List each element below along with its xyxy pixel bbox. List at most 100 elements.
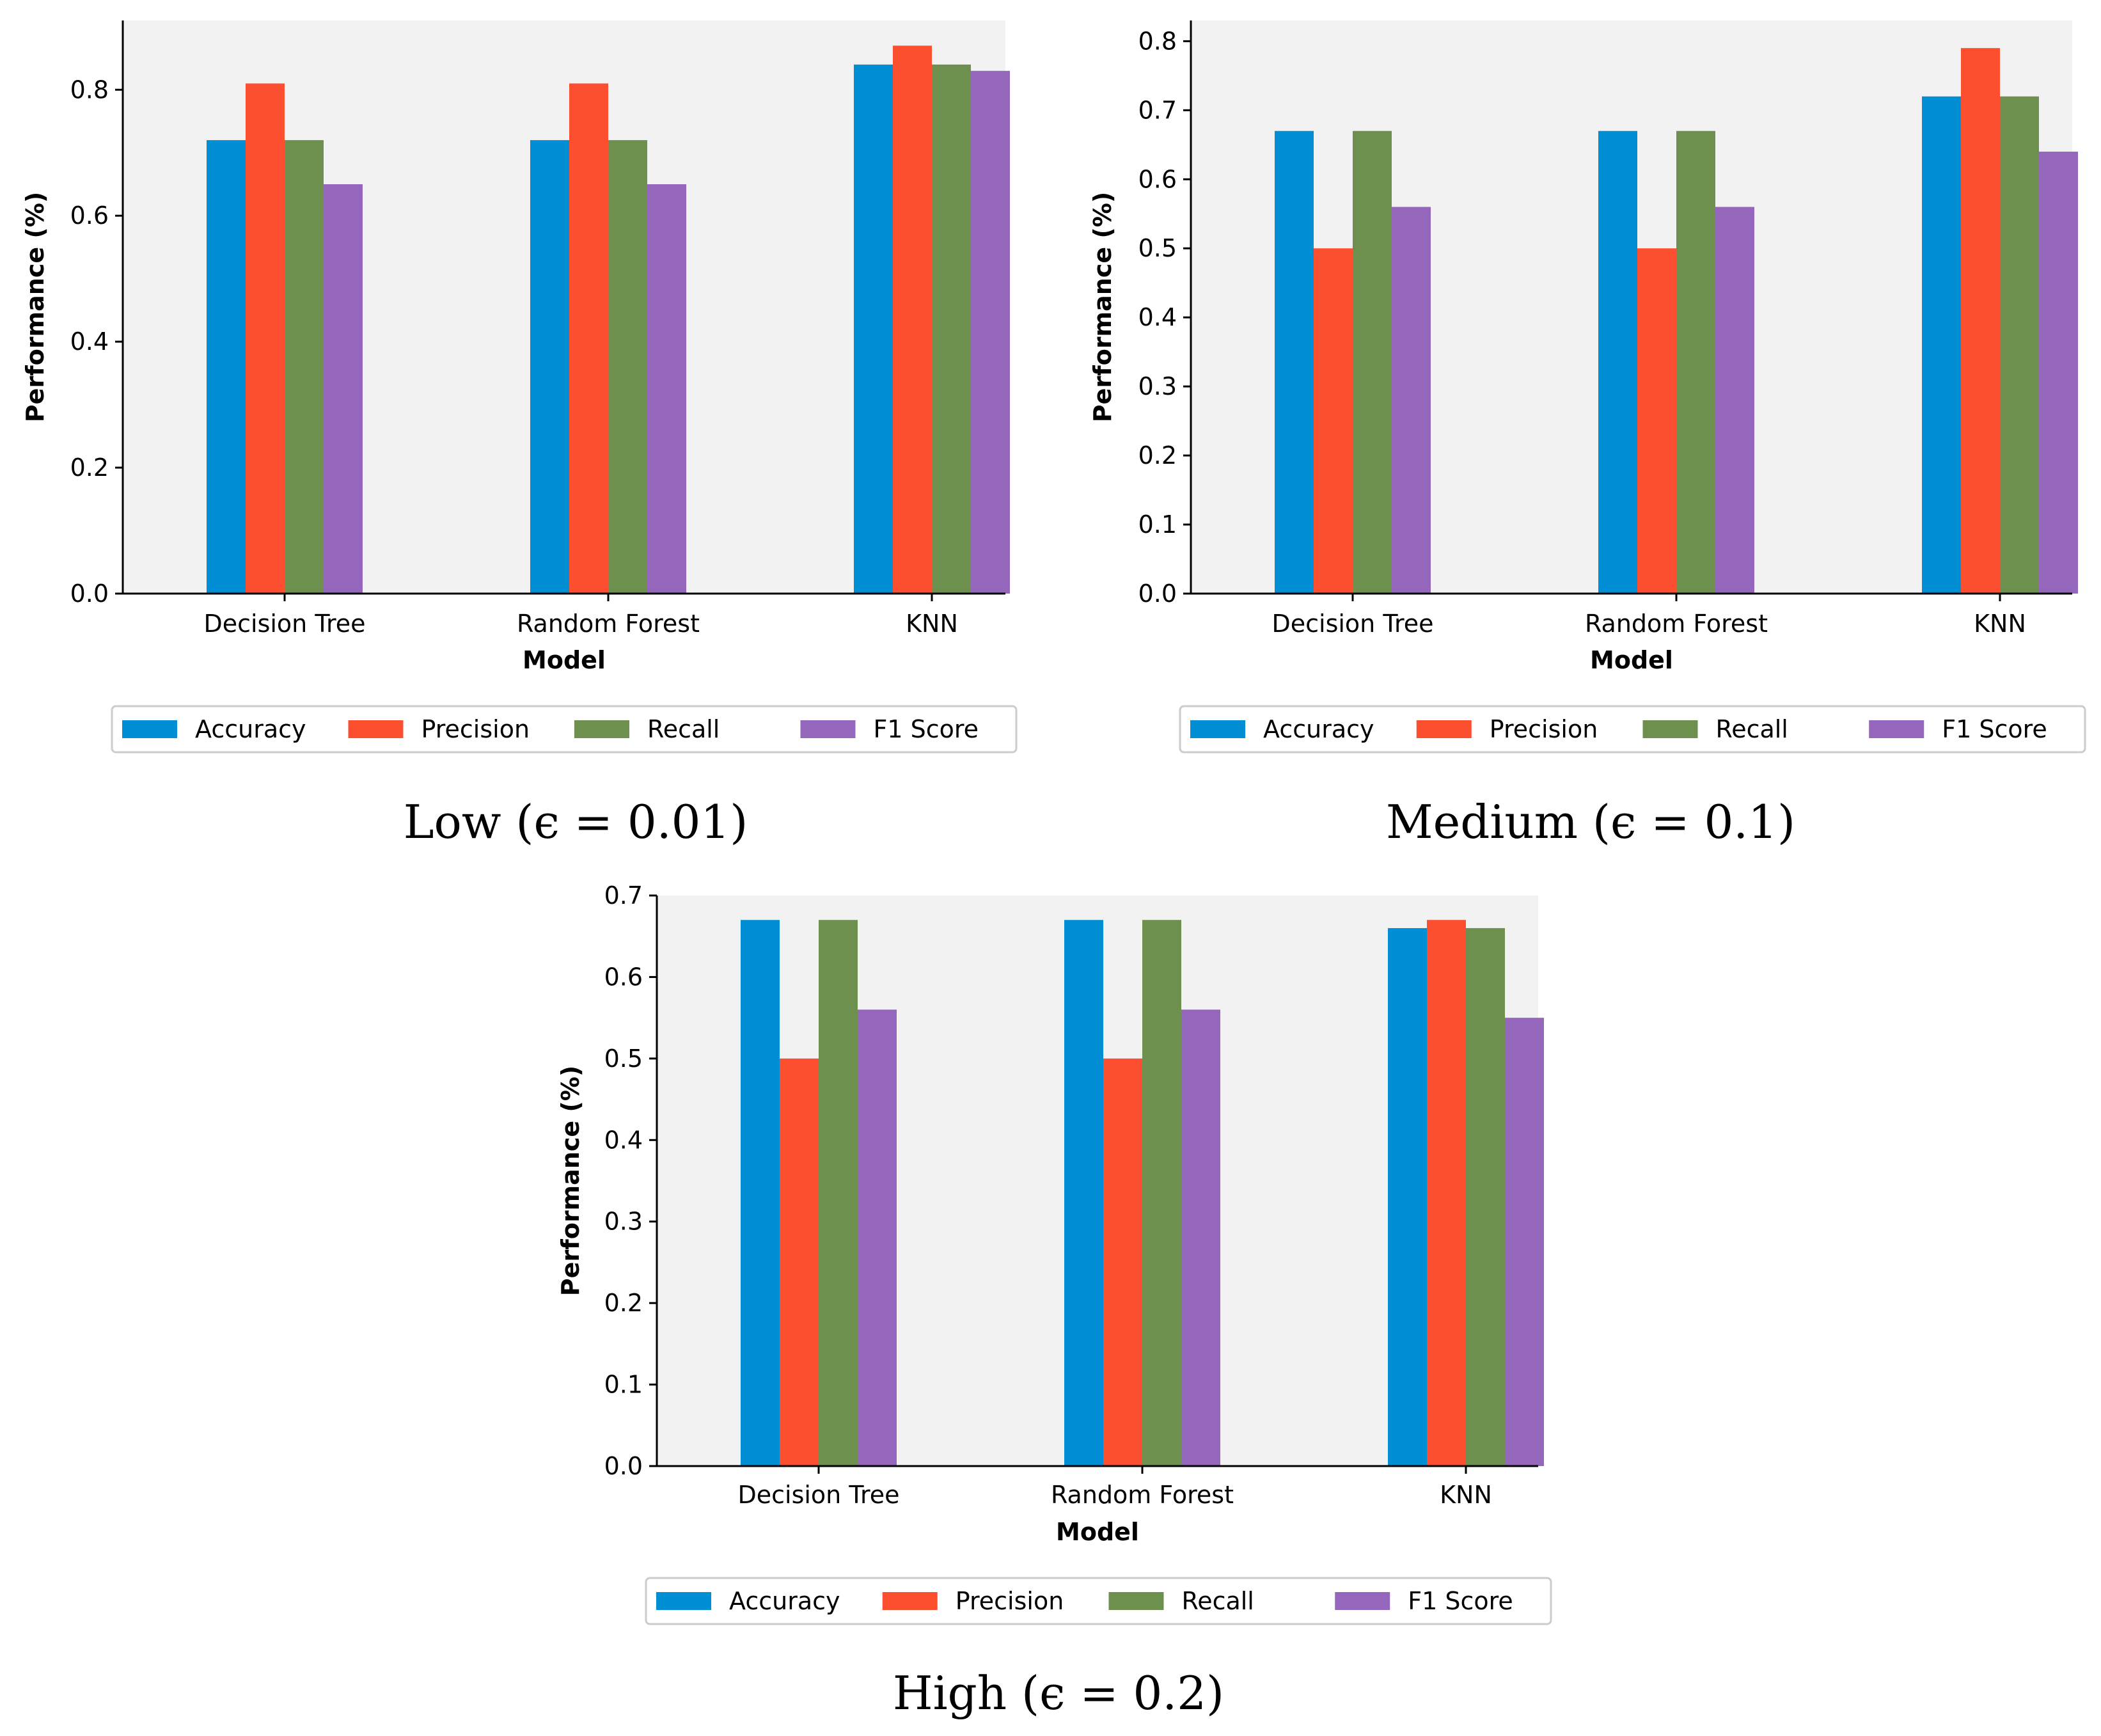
bar-recall-knn bbox=[2000, 96, 2039, 594]
bar-accuracy-decision-tree bbox=[1275, 130, 1314, 594]
legend-label: Precision bbox=[1490, 715, 1598, 743]
legend-label: F1 Score bbox=[1408, 1587, 1513, 1615]
legend-swatch bbox=[1108, 1592, 1164, 1610]
y-axis-label: Performance (%) bbox=[21, 192, 49, 422]
legend-label: Precision bbox=[421, 715, 530, 743]
y-tick-label: 0.6 bbox=[70, 201, 109, 230]
legend-swatch bbox=[656, 1592, 711, 1610]
legend-swatch bbox=[1416, 720, 1472, 738]
bar-f1-score-random-forest bbox=[647, 184, 686, 594]
bar-recall-decision-tree bbox=[819, 920, 858, 1466]
bar-precision-decision-tree bbox=[1314, 248, 1353, 594]
y-tick-label: 0.3 bbox=[1138, 372, 1177, 400]
y-tick-label: 0.8 bbox=[1138, 27, 1177, 55]
legend-box bbox=[645, 1577, 1552, 1625]
bar-precision-random-forest bbox=[569, 83, 608, 594]
y-tick-label: 0.3 bbox=[604, 1208, 643, 1236]
x-tick-label: KNN bbox=[906, 610, 958, 638]
bar-recall-decision-tree bbox=[1353, 130, 1392, 594]
bar-accuracy-knn bbox=[1922, 96, 1961, 594]
bar-recall-decision-tree bbox=[285, 140, 324, 594]
legend-box bbox=[1179, 705, 2086, 754]
y-tick-label: 0.1 bbox=[1138, 510, 1177, 539]
bar-precision-knn bbox=[893, 45, 932, 594]
bar-recall-random-forest bbox=[1676, 130, 1715, 594]
bar-f1-score-random-forest bbox=[1181, 1009, 1220, 1466]
bar-precision-random-forest bbox=[1103, 1058, 1142, 1466]
legend-swatch bbox=[122, 720, 177, 738]
chart-panel-2: Decision Tree Random Forest KNN 0.0 0.1 0.2 0.… bbox=[1089, 20, 2086, 849]
x-tick-label: Decision Tree bbox=[1271, 610, 1433, 638]
legend-swatch bbox=[882, 1592, 938, 1610]
legend-label: Recall bbox=[1716, 715, 1788, 743]
x-tick-label: KNN bbox=[1440, 1481, 1492, 1509]
bar-accuracy-random-forest bbox=[1064, 920, 1103, 1466]
legend-swatch bbox=[1869, 720, 1924, 738]
bar-f1-score-decision-tree bbox=[1392, 207, 1431, 594]
bar-f1-score-decision-tree bbox=[324, 184, 363, 594]
legend-label: Accuracy bbox=[1263, 715, 1374, 743]
y-tick-label: 0.4 bbox=[604, 1126, 643, 1154]
panel-caption: Medium (ϵ = 0.1) bbox=[1386, 795, 1795, 849]
bar-precision-random-forest bbox=[1637, 248, 1676, 594]
x-tick-label: KNN bbox=[1974, 610, 2026, 638]
y-tick-label: 0.2 bbox=[1138, 441, 1177, 470]
y-tick-label: 0.5 bbox=[604, 1045, 643, 1073]
y-tick-label: 0.6 bbox=[604, 963, 643, 991]
bar-f1-score-knn bbox=[971, 70, 1010, 594]
bar-f1-score-decision-tree bbox=[858, 1009, 897, 1466]
legend-swatch bbox=[1642, 720, 1698, 738]
legend-label: Accuracy bbox=[195, 715, 306, 743]
bar-accuracy-random-forest bbox=[1598, 130, 1637, 594]
bar-accuracy-knn bbox=[854, 64, 893, 594]
bar-accuracy-decision-tree bbox=[207, 140, 246, 594]
legend-label: F1 Score bbox=[1942, 715, 2047, 743]
legend-label: F1 Score bbox=[874, 715, 979, 743]
y-tick-label: 0.4 bbox=[1138, 303, 1177, 331]
y-tick-label: 0.2 bbox=[604, 1289, 643, 1317]
y-tick-label: 0.7 bbox=[1138, 96, 1177, 124]
bar-precision-decision-tree bbox=[246, 83, 285, 594]
y-tick-label: 0.2 bbox=[70, 454, 109, 482]
legend-label: Recall bbox=[1182, 1587, 1254, 1615]
x-axis-label: Model bbox=[1056, 1518, 1139, 1546]
x-axis-label: Model bbox=[1590, 646, 1673, 674]
bar-accuracy-knn bbox=[1388, 927, 1427, 1466]
x-axis-label: Model bbox=[523, 646, 606, 674]
chart-panel-1: Decision Tree Random Forest KNN 0.0 0.2 0.4 0.… bbox=[21, 20, 1018, 849]
y-tick-label: 0.0 bbox=[1138, 580, 1177, 608]
legend-label: Accuracy bbox=[729, 1587, 840, 1615]
bar-precision-knn bbox=[1961, 48, 2000, 594]
legend-label: Recall bbox=[647, 715, 720, 743]
y-tick-label: 0.1 bbox=[604, 1371, 643, 1399]
bar-accuracy-random-forest bbox=[530, 140, 569, 594]
y-tick-label: 0.5 bbox=[1138, 234, 1177, 262]
y-axis-label: Performance (%) bbox=[556, 1066, 585, 1296]
x-tick-label: Random Forest bbox=[1051, 1481, 1234, 1509]
legend-swatch bbox=[1335, 1592, 1390, 1610]
y-tick-label: 0.6 bbox=[1138, 165, 1177, 193]
bar-f1-score-knn bbox=[2039, 152, 2078, 594]
legend-swatch bbox=[1190, 720, 1245, 738]
bar-precision-decision-tree bbox=[780, 1058, 819, 1466]
y-tick-label: 0.8 bbox=[70, 75, 109, 104]
legend-swatch bbox=[800, 720, 856, 738]
legend-swatch bbox=[574, 720, 629, 738]
bar-accuracy-decision-tree bbox=[741, 920, 780, 1466]
x-tick-label: Decision Tree bbox=[203, 610, 365, 638]
legend-label: Precision bbox=[956, 1587, 1064, 1615]
panel-caption: Low (ϵ = 0.01) bbox=[404, 795, 748, 849]
x-tick-label: Random Forest bbox=[517, 610, 700, 638]
x-tick-label: Random Forest bbox=[1585, 610, 1768, 638]
x-tick-label: Decision Tree bbox=[737, 1481, 899, 1509]
bar-recall-random-forest bbox=[608, 140, 647, 594]
chart-panel-3: Decision Tree Random Forest KNN 0.0 0.1 0.2 0.… bbox=[556, 881, 1552, 1720]
y-tick-label: 0.4 bbox=[70, 327, 109, 356]
bar-precision-knn bbox=[1427, 920, 1466, 1466]
bar-f1-score-random-forest bbox=[1715, 207, 1754, 594]
y-axis-label: Performance (%) bbox=[1089, 192, 1117, 422]
y-tick-label: 0.0 bbox=[70, 580, 109, 608]
bar-recall-knn bbox=[1466, 927, 1505, 1466]
panel-caption: High (ϵ = 0.2) bbox=[893, 1666, 1224, 1720]
